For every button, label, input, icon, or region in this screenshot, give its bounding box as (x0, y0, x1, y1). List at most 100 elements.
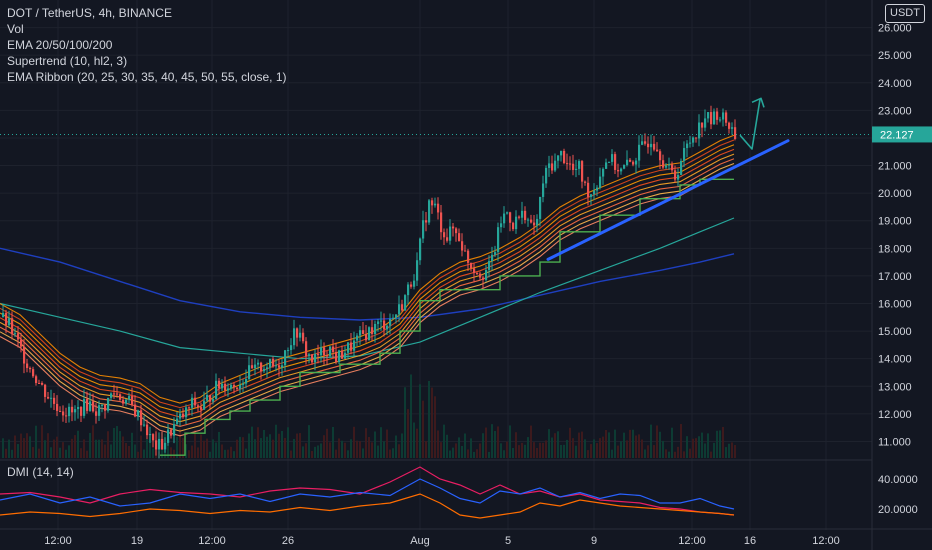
candle-body (146, 424, 149, 436)
volume-bar (623, 432, 625, 458)
dmi-indicator-label[interactable]: DMI (14, 14) (7, 465, 74, 479)
candle-body (497, 227, 500, 253)
volume-bar (599, 438, 601, 458)
candle-body (572, 163, 575, 170)
volume-bar (590, 444, 592, 458)
ema-indicator-label[interactable]: EMA 20/50/100/200 (7, 38, 113, 52)
volume-bar (269, 434, 271, 458)
candle-body (575, 168, 578, 170)
volume-bar (170, 447, 172, 458)
volume-bar (626, 440, 628, 458)
candle-body (677, 174, 680, 180)
candle-body (53, 397, 56, 404)
last-price-label: 22.127 (880, 129, 914, 141)
volume-bar (431, 387, 433, 458)
candle-body (380, 320, 383, 322)
candle-body (254, 364, 257, 369)
vol-indicator-label[interactable]: Vol (7, 22, 24, 36)
volume-bar (680, 424, 682, 458)
volume-bar (602, 436, 604, 458)
volume-bar (359, 441, 361, 458)
price-axis[interactable]: 26.00025.00024.00023.00022.00021.00020.0… (872, 23, 932, 516)
candle-body (368, 327, 371, 341)
volume-bar (332, 426, 334, 458)
candle-body (644, 141, 647, 144)
candle-body (710, 112, 713, 125)
candle-body (20, 339, 23, 347)
volume-bar (512, 447, 514, 458)
volume-bar (329, 442, 331, 458)
trendline-drawing[interactable] (546, 139, 790, 261)
candle-body (185, 407, 188, 418)
ema-200-path (0, 247, 735, 321)
volume-bar (215, 442, 217, 458)
candle-body (719, 119, 722, 121)
projection-arrow[interactable] (739, 97, 765, 150)
candle-body (314, 353, 317, 363)
volume-bar (377, 445, 379, 458)
candle-body (128, 396, 131, 400)
volume-bar (353, 426, 355, 458)
volume-bar (434, 396, 436, 458)
candle-body (539, 196, 542, 219)
candle-body (467, 250, 470, 263)
candle-body (605, 162, 608, 169)
arrow-path (739, 99, 761, 150)
price-tick-label: 21.000 (878, 161, 912, 173)
volume-bar (620, 441, 622, 458)
candle-body (701, 122, 704, 128)
volume-bar (56, 436, 58, 458)
volume-bar (284, 437, 286, 458)
volume-bar (575, 445, 577, 458)
candle-body (248, 365, 251, 380)
candle-body (395, 314, 398, 318)
candle-body (455, 228, 458, 234)
candle-body (35, 376, 38, 383)
candle-body (206, 395, 209, 401)
volume-bar (260, 438, 262, 458)
volume-bar (593, 439, 595, 458)
currency-button[interactable]: USDT (885, 4, 925, 23)
volume-bar (17, 444, 19, 458)
candle-body (707, 112, 710, 119)
time-axis[interactable]: 12:00 19 12:00 26 Aug 5 9 12:00 16 12:00 (0, 528, 932, 547)
symbol-title[interactable]: DOT / TetherUS, 4h, BINANCE (7, 6, 172, 20)
candle-body (503, 213, 506, 224)
candle-body (593, 190, 596, 195)
candle-body (134, 404, 137, 417)
volume-bar (428, 380, 430, 458)
candle-body (62, 411, 65, 416)
candle-body (353, 340, 356, 351)
time-tick-label: Aug (410, 535, 430, 547)
volume-bar (491, 424, 493, 458)
volume-bar (239, 436, 241, 458)
candle-body (518, 216, 521, 218)
volume-bar (227, 449, 229, 458)
candle-body (509, 212, 512, 223)
candle-body (245, 379, 248, 384)
volume-bar (221, 444, 223, 458)
volume-bar (218, 431, 220, 458)
volume-bar (113, 427, 115, 458)
candle-body (323, 347, 326, 356)
trendline (546, 139, 790, 261)
volume-bar (521, 442, 523, 458)
candle-body (65, 415, 68, 417)
volume-bar (245, 448, 247, 458)
volume-bar (395, 435, 397, 458)
volume-bar (653, 445, 655, 458)
candle-body (173, 424, 176, 436)
ribbon-indicator-label[interactable]: EMA Ribbon (20, 25, 30, 35, 40, 45, 50, … (7, 70, 287, 84)
volume-bar (128, 445, 130, 458)
volume-bar (611, 449, 613, 458)
candle-body (239, 384, 242, 389)
volume-bar (179, 428, 181, 458)
candle-body (533, 222, 536, 226)
candle-body (191, 397, 194, 408)
supertrend-indicator-label[interactable]: Supertrend (10, hl2, 3) (7, 54, 128, 68)
candle-body (452, 226, 455, 229)
volume-bar (104, 444, 106, 458)
candle-body (488, 260, 491, 270)
candle-body (161, 438, 164, 450)
